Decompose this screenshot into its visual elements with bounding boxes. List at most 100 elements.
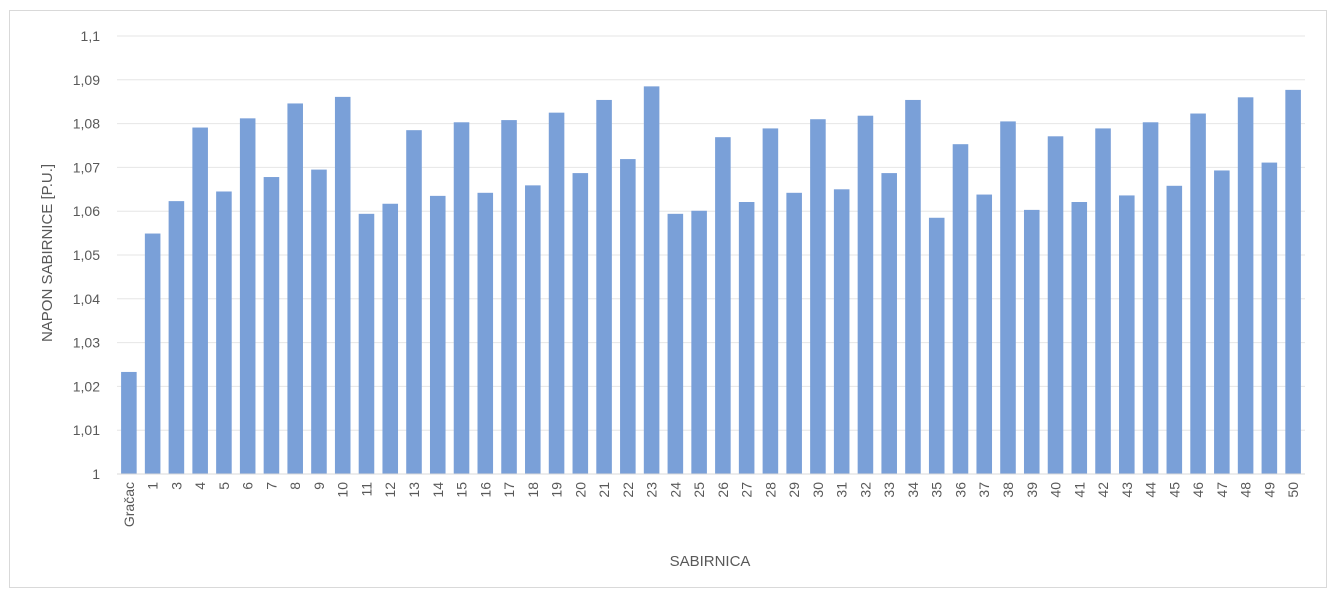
x-tick-label: 32 <box>857 482 873 498</box>
x-tick-label: 42 <box>1095 482 1111 498</box>
bar <box>976 194 993 474</box>
y-tick-label: 1,03 <box>73 335 100 351</box>
bar <box>358 213 375 474</box>
bar <box>525 185 541 474</box>
bar <box>881 173 897 474</box>
x-tick-label: 43 <box>1119 482 1135 498</box>
bar <box>382 203 399 474</box>
bar <box>1095 128 1111 474</box>
x-tick-label: 49 <box>1261 482 1277 498</box>
x-tick-label: 30 <box>810 482 826 498</box>
bar <box>144 233 161 474</box>
x-tick-label: 16 <box>477 482 493 498</box>
y-axis-title: NAPON SABIRNICE [P.U.] <box>39 164 56 342</box>
y-tick-label: 1 <box>92 466 100 482</box>
x-tick-label: 37 <box>976 482 992 498</box>
bar <box>667 213 684 474</box>
bar <box>1214 170 1230 474</box>
x-tick-label: 24 <box>667 482 683 498</box>
bar <box>1261 162 1278 474</box>
x-tick-label: 17 <box>501 482 517 498</box>
bar <box>1023 209 1040 475</box>
bar <box>1142 122 1159 474</box>
x-tick-label: Gračac <box>121 482 137 527</box>
bar <box>239 118 256 475</box>
bar <box>453 122 470 474</box>
x-tick-label: 12 <box>382 482 398 498</box>
y-axis-ticks: 1 1,01 1,02 1,03 1,04 1,05 1,06 1,07 1,08 1,09 1,1 <box>73 28 100 482</box>
bar <box>715 137 731 475</box>
bar <box>572 173 589 474</box>
bar <box>121 371 137 474</box>
bar <box>857 115 874 474</box>
y-tick-label: 1,02 <box>73 378 100 394</box>
x-tick-label: 6 <box>240 482 256 490</box>
x-tick-label: 11 <box>358 482 374 497</box>
bar <box>928 217 945 474</box>
bar <box>1000 121 1016 474</box>
x-tick-label: 8 <box>287 482 303 490</box>
x-tick-label: 27 <box>739 482 755 498</box>
bar <box>1047 136 1064 474</box>
x-tick-label: 13 <box>406 482 422 498</box>
x-tick-label: 44 <box>1143 482 1159 498</box>
bar <box>691 210 707 474</box>
x-tick-label: 22 <box>620 482 636 498</box>
x-tick-label: 18 <box>525 482 541 498</box>
bar <box>596 99 612 474</box>
x-tick-label: 34 <box>905 482 921 498</box>
x-tick-label: 48 <box>1238 482 1254 498</box>
bar <box>1071 202 1088 474</box>
bar <box>952 144 969 474</box>
y-tick-label: 1,09 <box>73 72 100 88</box>
bar <box>1190 113 1206 474</box>
bar <box>429 195 446 474</box>
x-tick-label: 38 <box>1000 482 1016 498</box>
x-tick-label: 4 <box>192 482 208 490</box>
x-tick-label: 3 <box>168 482 184 490</box>
bar <box>738 202 755 474</box>
x-tick-label: 21 <box>596 482 612 498</box>
bar <box>477 192 494 474</box>
y-tick-label: 1,1 <box>81 28 101 44</box>
x-tick-label: 14 <box>430 482 446 498</box>
bar <box>810 119 826 474</box>
x-tick-label: 46 <box>1190 482 1206 498</box>
bar <box>1237 97 1254 474</box>
bar <box>620 159 636 474</box>
bar <box>643 86 660 475</box>
x-tick-label: 31 <box>834 482 850 498</box>
bar <box>548 112 565 475</box>
y-tick-label: 1,07 <box>73 159 100 175</box>
y-tick-label: 1,08 <box>73 116 100 132</box>
x-tick-label: 25 <box>691 482 707 498</box>
x-tick-label: 23 <box>644 482 660 498</box>
x-tick-label: 1 <box>145 482 161 490</box>
bar <box>287 103 303 475</box>
bar <box>833 189 850 475</box>
bar <box>216 191 232 475</box>
x-tick-label: 41 <box>1071 482 1087 498</box>
x-tick-label: 50 <box>1285 482 1301 498</box>
bar <box>1166 185 1183 474</box>
x-axis-title: SABIRNICA <box>670 553 751 570</box>
bar <box>192 127 208 475</box>
x-tick-label: 35 <box>929 482 945 498</box>
bar <box>786 192 802 474</box>
x-tick-label: 20 <box>572 482 588 498</box>
bars <box>121 86 1301 475</box>
x-tick-label: 39 <box>1024 482 1040 498</box>
bar <box>168 201 185 474</box>
bar <box>1285 89 1301 475</box>
x-tick-label: 15 <box>454 482 470 498</box>
y-tick-label: 1,05 <box>73 247 100 263</box>
x-tick-label: 36 <box>952 482 968 498</box>
bar <box>905 99 921 474</box>
x-tick-label: 47 <box>1214 482 1230 498</box>
bar <box>762 128 779 474</box>
x-tick-label: 5 <box>216 482 232 490</box>
x-tick-label: 19 <box>549 482 565 498</box>
bar <box>263 177 280 474</box>
x-tick-label: 29 <box>786 482 802 498</box>
